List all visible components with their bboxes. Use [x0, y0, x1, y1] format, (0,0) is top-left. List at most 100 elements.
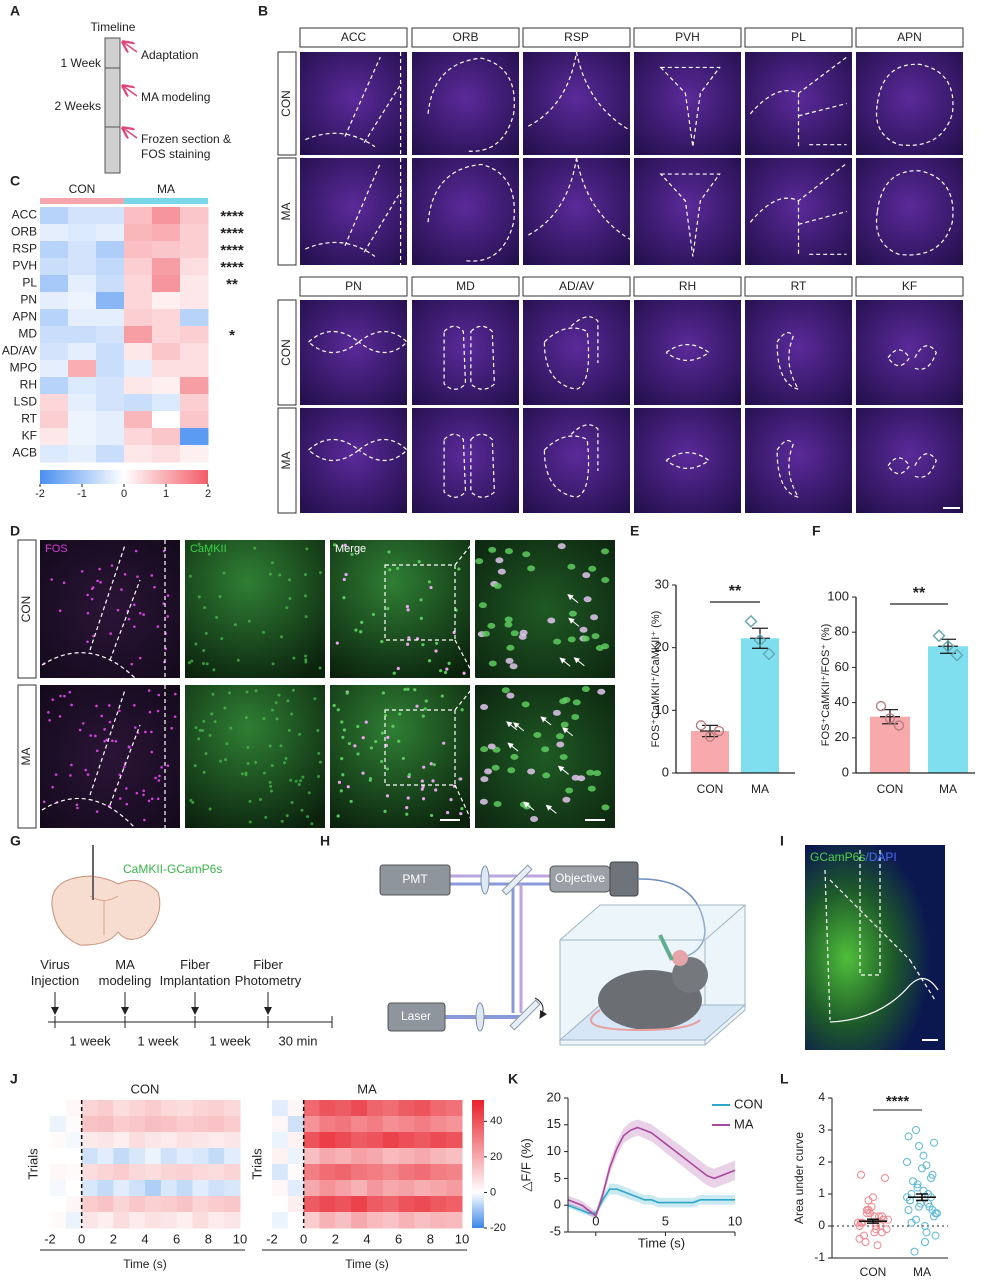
cell: [510, 630, 519, 637]
cell: [223, 706, 227, 710]
group-label: CON: [69, 182, 96, 196]
heatmap-cell: [124, 258, 153, 276]
group-bar: [40, 198, 124, 204]
cell: [459, 812, 463, 816]
step-label-box: MA modeling: [99, 957, 152, 988]
heatmap-cell: [367, 1212, 384, 1229]
heatmap-title: CON: [131, 1081, 160, 1096]
cell: [313, 697, 317, 701]
cell: [170, 726, 173, 730]
mean-error: [908, 1193, 936, 1202]
y-tick-label: 20: [835, 729, 849, 744]
heatmap-cell: [303, 1148, 320, 1165]
cell: [581, 635, 590, 642]
cell: [156, 709, 160, 713]
region-name: AD/AV: [559, 279, 594, 293]
micrograph: [523, 408, 630, 513]
heatmap-cell: [65, 1116, 83, 1133]
x-tick-label: 0: [300, 1231, 307, 1246]
x-tick-label: 2: [332, 1231, 339, 1246]
region-name: RSP: [564, 30, 589, 44]
stain-label: GCamP6s/DAPI: [810, 850, 897, 864]
cell: [533, 732, 542, 739]
error-bar: [938, 638, 958, 654]
cell: [380, 731, 384, 735]
panel-label: D: [10, 523, 20, 539]
heatmap-cell: [65, 1180, 83, 1197]
cell: [349, 799, 353, 804]
y-tick-label: 10: [655, 702, 669, 717]
cell: [432, 763, 436, 767]
heatmap-cell: [129, 1164, 146, 1181]
heatmap-cell: [124, 360, 153, 378]
cell: [222, 571, 226, 575]
cell: [443, 670, 448, 675]
cell: [590, 614, 599, 621]
component-label: Objective: [555, 871, 605, 885]
cell: [447, 661, 451, 665]
micrograph: [856, 52, 963, 155]
stain-name: GCamP6s: [810, 850, 865, 864]
heatmap-cell: [50, 1148, 67, 1165]
cell: [142, 793, 145, 797]
cell: [304, 660, 308, 664]
cell: [220, 637, 224, 641]
cell: [118, 773, 122, 777]
cell: [290, 800, 294, 804]
heatmap-cell: [335, 1180, 352, 1197]
heatmap-cell: [152, 343, 181, 361]
heatmap-cell: [124, 292, 153, 310]
group-label: MA: [279, 203, 293, 221]
cell: [269, 784, 273, 788]
heatmap-cell: [50, 1116, 67, 1133]
cell: [342, 577, 346, 582]
data-point: [941, 639, 955, 653]
cell: [132, 603, 136, 607]
heatmap-cell: [152, 428, 181, 446]
cell: [581, 686, 590, 693]
y-tick-label: 40: [835, 694, 849, 709]
cell: [332, 703, 336, 708]
cell: [405, 604, 410, 609]
heatmap-cell: [97, 1148, 114, 1165]
heatmap-cell: [50, 1100, 67, 1117]
heatmap-cell: [208, 1212, 225, 1229]
row-label: MPO: [10, 361, 37, 375]
heatmap-cell: [124, 428, 153, 446]
region-header: [299, 276, 408, 297]
heatmap-cell: [152, 241, 181, 259]
data-point: [695, 720, 707, 731]
cell: [218, 595, 222, 599]
cell: [47, 711, 50, 714]
heatmap-cell: [68, 275, 97, 293]
data-point: [857, 1218, 865, 1227]
mean-error: [859, 1218, 887, 1224]
cell: [279, 744, 283, 748]
cell: [601, 804, 610, 811]
cell: [497, 568, 506, 575]
cell: [360, 620, 364, 624]
heatmap-cell: [319, 1212, 336, 1229]
heatmap-cell: [351, 1116, 368, 1133]
cell: [417, 560, 421, 564]
heatmap-cell: [414, 1164, 431, 1181]
cell: [318, 571, 322, 575]
cell-arrow: [557, 765, 569, 775]
micrograph: [634, 300, 741, 405]
row-label: RSP: [12, 242, 37, 256]
cell: [316, 775, 320, 779]
cell: [107, 704, 111, 707]
cell: [103, 728, 106, 731]
cell: [403, 687, 407, 692]
cell: [303, 573, 307, 577]
heatmap-cell: [430, 1180, 447, 1197]
heatmap-cell: [382, 1100, 400, 1117]
cell: [147, 689, 151, 692]
cell: [75, 803, 79, 807]
cell: [491, 764, 500, 771]
lens: [480, 865, 490, 895]
cell: [427, 580, 432, 584]
heatmap-cell: [192, 1148, 209, 1165]
cell: [547, 617, 556, 624]
cell: [219, 759, 223, 763]
